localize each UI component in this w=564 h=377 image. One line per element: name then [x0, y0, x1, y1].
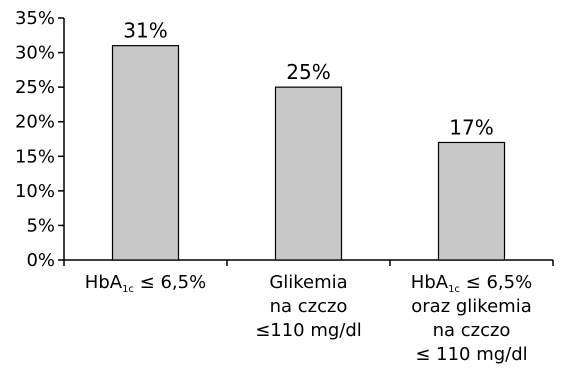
x-category-label: HbA1c ≤ 6,5%	[85, 272, 206, 295]
x-category-label: oraz glikemia	[411, 296, 531, 317]
data-label: 17%	[449, 115, 493, 139]
x-category-label: HbA1c ≤ 6,5%	[411, 272, 532, 295]
x-category-label: ≤110 mg/dl	[255, 320, 362, 341]
bar	[437, 141, 506, 261]
bars	[111, 45, 506, 261]
data-label: 25%	[286, 60, 330, 84]
y-tick-label: 30%	[15, 43, 55, 64]
y-tick-label: 5%	[26, 215, 55, 236]
x-category-label: na czczo	[270, 296, 348, 317]
y-tick-label: 25%	[15, 77, 55, 98]
labels: 31% HbA1c ≤ 6,5% 25% Glikemia na czczo ≤110 m…	[85, 19, 532, 365]
y-tick-label: 0%	[26, 250, 55, 271]
x-category-label: ≤ 110 mg/dl	[415, 344, 527, 365]
x-category-label: na czczo	[433, 320, 511, 341]
data-label: 31%	[123, 19, 167, 43]
bar	[111, 45, 180, 261]
x-category-label: Glikemia	[269, 272, 347, 293]
y-tick-label: 20%	[15, 112, 55, 133]
y-tick-label: 15%	[15, 146, 55, 167]
y-tick-label: 35%	[15, 8, 55, 29]
y-tick-label: 10%	[15, 181, 55, 202]
axes: 0% 5% 10% 15% 20% 25% 30% 35%	[15, 8, 554, 271]
bar	[274, 86, 343, 261]
